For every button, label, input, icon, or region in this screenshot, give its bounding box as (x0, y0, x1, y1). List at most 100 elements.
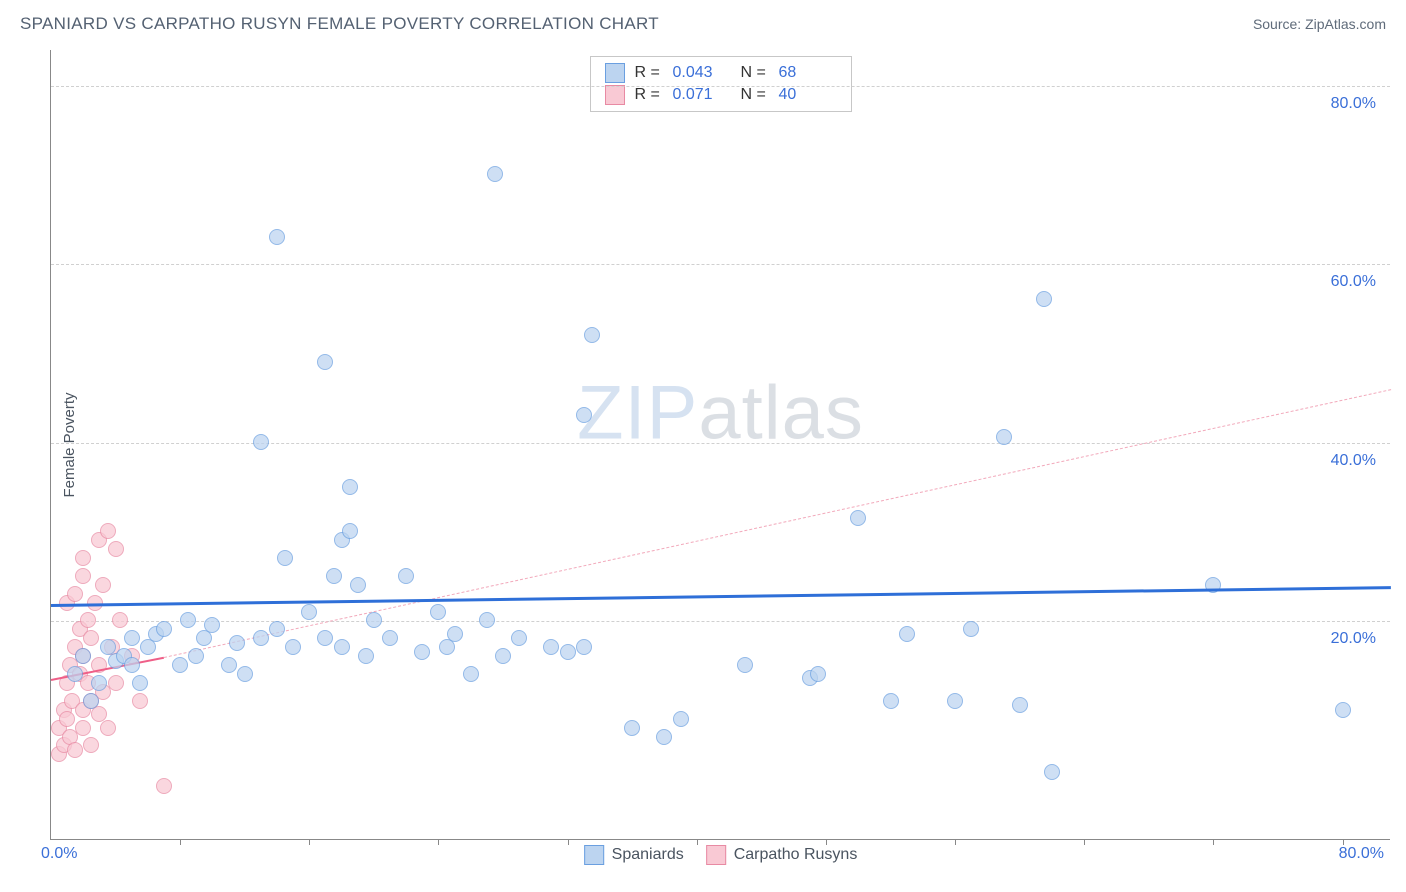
data-point-spaniards (576, 639, 592, 655)
x-axis-max-label: 80.0% (1339, 845, 1384, 863)
data-point-spaniards (221, 657, 237, 673)
data-point-carpatho (95, 577, 111, 593)
chart-title: SPANIARD VS CARPATHO RUSYN FEMALE POVERT… (20, 14, 659, 34)
data-point-spaniards (326, 568, 342, 584)
gridline (51, 86, 1390, 87)
data-point-carpatho (156, 778, 172, 794)
data-point-spaniards (269, 621, 285, 637)
y-axis-title: Female Poverty (61, 392, 78, 497)
x-tick (309, 839, 310, 845)
legend-row: R =0.071N =40 (605, 84, 837, 106)
data-point-spaniards (342, 479, 358, 495)
x-tick (826, 839, 827, 845)
x-tick (438, 839, 439, 845)
legend-swatch (706, 845, 726, 865)
y-tick-label: 80.0% (1331, 95, 1376, 113)
data-point-carpatho (75, 550, 91, 566)
data-point-carpatho (80, 612, 96, 628)
legend-item: Carpatho Rusyns (706, 845, 858, 865)
data-point-spaniards (253, 434, 269, 450)
data-point-spaniards (560, 644, 576, 660)
legend-swatch (584, 845, 604, 865)
y-tick-label: 20.0% (1331, 630, 1376, 648)
legend-row: R =0.043N =68 (605, 62, 837, 84)
data-point-spaniards (366, 612, 382, 628)
data-point-spaniards (963, 621, 979, 637)
data-point-spaniards (132, 675, 148, 691)
data-point-spaniards (172, 657, 188, 673)
legend-label: Carpatho Rusyns (734, 846, 858, 864)
data-point-carpatho (83, 630, 99, 646)
data-point-spaniards (447, 626, 463, 642)
gridline (51, 264, 1390, 265)
y-tick-label: 40.0% (1331, 452, 1376, 470)
data-point-spaniards (479, 612, 495, 628)
data-point-spaniards (229, 635, 245, 651)
data-point-spaniards (83, 693, 99, 709)
data-point-spaniards (584, 327, 600, 343)
data-point-spaniards (253, 630, 269, 646)
data-point-spaniards (188, 648, 204, 664)
data-point-spaniards (495, 648, 511, 664)
data-point-spaniards (487, 166, 503, 182)
x-tick (955, 839, 956, 845)
data-point-spaniards (398, 568, 414, 584)
data-point-spaniards (317, 630, 333, 646)
x-tick (568, 839, 569, 845)
data-point-spaniards (463, 666, 479, 682)
data-point-spaniards (543, 639, 559, 655)
gridline (51, 621, 1390, 622)
data-point-spaniards (810, 666, 826, 682)
data-point-spaniards (511, 630, 527, 646)
data-point-spaniards (180, 612, 196, 628)
data-point-carpatho (132, 693, 148, 709)
source-link[interactable]: ZipAtlas.com (1305, 16, 1386, 32)
x-axis-min-label: 0.0% (41, 845, 77, 863)
x-tick (1213, 839, 1214, 845)
trend-line (51, 586, 1391, 607)
data-point-spaniards (67, 666, 83, 682)
data-point-spaniards (124, 630, 140, 646)
data-point-spaniards (899, 626, 915, 642)
data-point-carpatho (108, 541, 124, 557)
legend-swatch (605, 85, 625, 105)
data-point-spaniards (156, 621, 172, 637)
data-point-spaniards (382, 630, 398, 646)
data-point-spaniards (91, 675, 107, 691)
data-point-spaniards (334, 639, 350, 655)
data-point-spaniards (317, 354, 333, 370)
data-point-carpatho (75, 720, 91, 736)
data-point-carpatho (59, 711, 75, 727)
data-point-spaniards (673, 711, 689, 727)
data-point-carpatho (100, 523, 116, 539)
plot-area: ZIPatlas R =0.043N =68R =0.071N =40 Fema… (50, 50, 1390, 840)
data-point-spaniards (75, 648, 91, 664)
data-point-spaniards (277, 550, 293, 566)
data-point-carpatho (83, 737, 99, 753)
data-point-spaniards (737, 657, 753, 673)
data-point-spaniards (350, 577, 366, 593)
source-attribution: Source: ZipAtlas.com (1253, 16, 1386, 32)
series-legend: SpaniardsCarpatho Rusyns (584, 845, 858, 865)
y-tick-label: 60.0% (1331, 273, 1376, 291)
data-point-spaniards (576, 407, 592, 423)
data-point-carpatho (108, 675, 124, 691)
r-value: 0.043 (673, 64, 731, 82)
data-point-spaniards (269, 229, 285, 245)
data-point-spaniards (414, 644, 430, 660)
data-point-spaniards (204, 617, 220, 633)
scatter-chart: ZIPatlas R =0.043N =68R =0.071N =40 Fema… (50, 50, 1390, 840)
data-point-carpatho (100, 720, 116, 736)
n-value: 40 (779, 86, 837, 104)
x-tick (180, 839, 181, 845)
data-point-carpatho (112, 612, 128, 628)
data-point-spaniards (1335, 702, 1351, 718)
x-tick (1084, 839, 1085, 845)
x-tick (697, 839, 698, 845)
n-value: 68 (779, 64, 837, 82)
data-point-carpatho (67, 586, 83, 602)
data-point-carpatho (67, 742, 83, 758)
data-point-spaniards (285, 639, 301, 655)
gridline (51, 443, 1390, 444)
header: SPANIARD VS CARPATHO RUSYN FEMALE POVERT… (0, 0, 1406, 42)
